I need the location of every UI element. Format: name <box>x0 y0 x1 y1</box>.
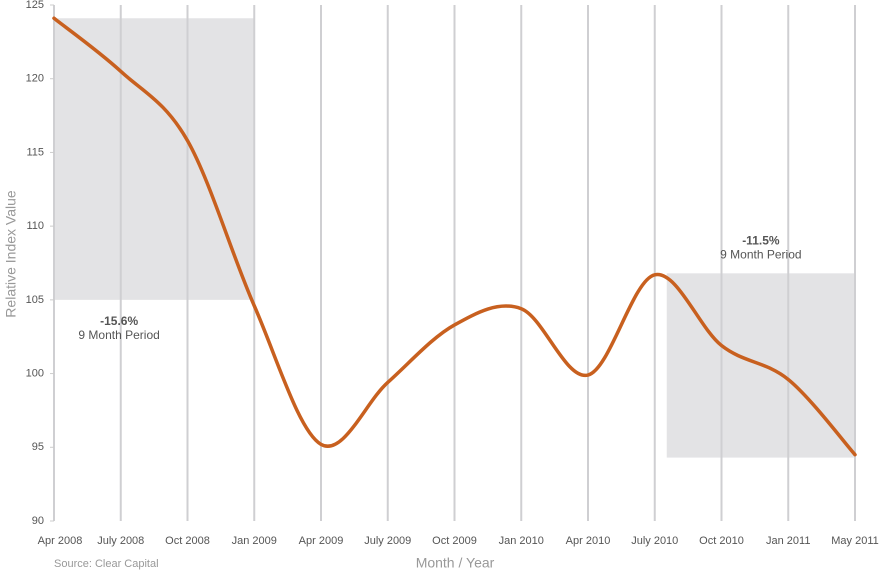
highlight-change: -11.5% <box>742 233 780 247</box>
x-tick-label: May 2011 <box>831 535 879 547</box>
source: Source: Clear Capital <box>54 558 159 570</box>
x-tick-label: Apr 2008 <box>38 535 83 547</box>
y-tick-label: 125 <box>26 0 44 11</box>
data-line <box>52 16 857 457</box>
x-tick-label: Jan 2010 <box>499 535 544 547</box>
background-layer <box>50 4 856 522</box>
y-tick-label: 120 <box>26 73 44 85</box>
y-tick-label: 105 <box>26 294 44 306</box>
highlight-label: 9 Month Period <box>720 247 801 261</box>
x-tick-label: Apr 2009 <box>299 535 344 547</box>
y-tick-label: 100 <box>26 367 44 379</box>
y-axis-label: Relative Index Value <box>3 190 19 318</box>
x-tick-label: July 2008 <box>97 535 144 547</box>
x-tick-label: Oct 2009 <box>432 535 477 547</box>
x-tick-label: Oct 2008 <box>165 535 210 547</box>
highlight-box <box>54 18 255 300</box>
x-tick-label: Oct 2010 <box>699 535 744 547</box>
x-tick-label: July 2010 <box>631 535 678 547</box>
y-tick-label: 90 <box>32 515 44 527</box>
y-tick-label: 95 <box>32 441 44 453</box>
highlight-label: 9 Month Period <box>78 328 159 342</box>
y-tick-label: 115 <box>26 146 44 158</box>
highlight-change: -15.6% <box>100 314 138 328</box>
x-axis-label: Month / Year <box>416 555 495 571</box>
x-tick-label: July 2009 <box>364 535 411 547</box>
x-tick-label: Jan 2009 <box>232 535 277 547</box>
x-tick-label: Apr 2010 <box>566 535 611 547</box>
y-tick-label: 110 <box>26 220 44 232</box>
x-tick-label: Jan 2011 <box>766 535 810 547</box>
